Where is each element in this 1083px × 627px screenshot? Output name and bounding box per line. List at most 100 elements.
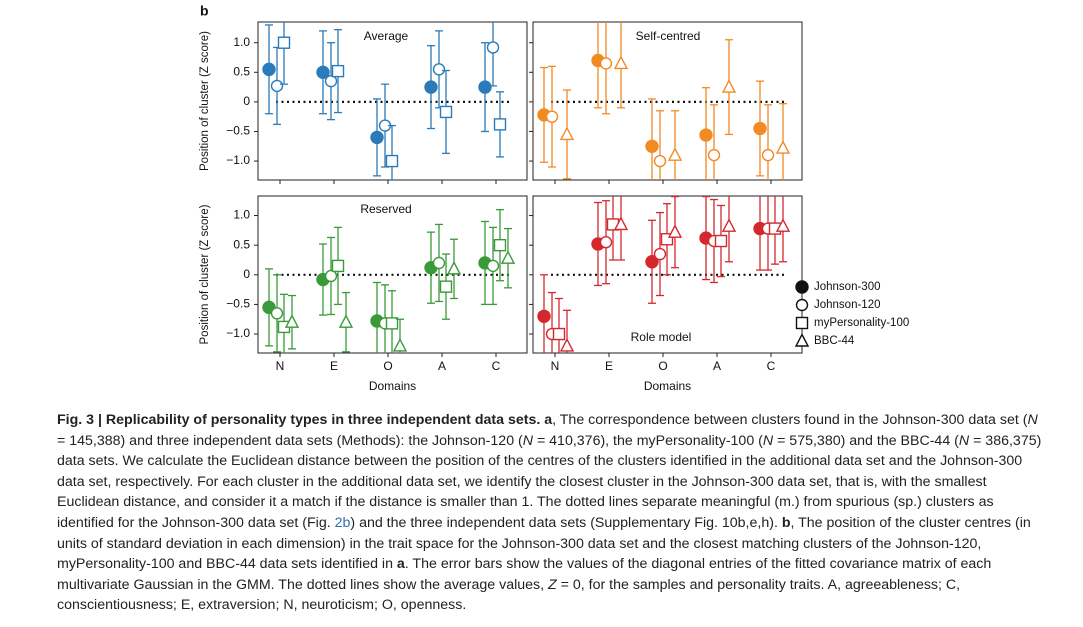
y-tick-label: 0: [243, 267, 250, 281]
marker: [795, 280, 809, 294]
legend-label: myPersonality-100: [814, 317, 909, 329]
caption-run: . The error bars show the values of the …: [57, 556, 992, 593]
y-tick-label: 0.5: [233, 64, 250, 78]
caption-run: = 575,380) and the BBC-44 (: [773, 432, 959, 449]
caption-run: = 386,375) data sets. We calculate the E…: [57, 432, 1042, 531]
marker: [599, 57, 613, 70]
marker: [439, 280, 453, 293]
caption-run: Z: [548, 576, 557, 593]
marker: [613, 55, 629, 70]
caption-run: = 410,376), the myPersonality-100 (: [533, 432, 763, 449]
y-tick-label: 0: [243, 94, 250, 108]
marker: [552, 327, 566, 341]
marker: [277, 36, 291, 49]
marker: [707, 148, 721, 162]
marker: [794, 332, 810, 347]
marker: [424, 80, 438, 94]
marker: [432, 63, 446, 76]
caption-run: N: [762, 432, 774, 449]
marker: [721, 79, 737, 93]
marker: [537, 309, 551, 323]
marker: [331, 259, 345, 273]
marker: [324, 74, 338, 88]
x-axis-label: Domains: [644, 379, 691, 393]
panel-title: Reserved: [360, 202, 411, 216]
marker: [721, 218, 737, 232]
legend-label: Johnson-300: [814, 281, 881, 293]
marker: [599, 236, 613, 249]
marker: [446, 260, 462, 275]
marker: [645, 139, 659, 153]
x-tick-label: O: [383, 359, 392, 373]
marker: [795, 298, 809, 312]
marker: [486, 259, 500, 273]
marker: [385, 154, 399, 168]
caption-run: N: [958, 432, 970, 449]
y-axis-label: Position of cluster (Z score): [199, 204, 211, 344]
marker: [559, 337, 575, 352]
caption-run: = 0, for the samples and personality tra…: [57, 576, 961, 614]
legend-label: Johnson-120: [814, 299, 881, 311]
caption-run: ) and the three independent data sets (S…: [350, 514, 782, 531]
y-tick-label: −1.0: [226, 326, 250, 340]
data-layer: [262, 208, 516, 353]
y-tick-label: 0.5: [233, 237, 250, 251]
x-tick-label: A: [438, 359, 446, 373]
marker: [645, 255, 659, 269]
panel-title: Role model: [631, 330, 692, 344]
marker: [775, 218, 791, 232]
marker: [324, 269, 338, 283]
marker: [432, 256, 446, 270]
caption-run[interactable]: 2b: [334, 514, 351, 531]
caption-run: N: [1027, 412, 1038, 428]
x-tick-label: E: [330, 359, 338, 373]
x-tick-label: C: [767, 359, 776, 373]
caption-run: , The correspondence between clusters fo…: [552, 412, 1028, 428]
marker: [761, 148, 775, 162]
marker: [439, 105, 453, 119]
figure: b −1.0 −0.5 0 0.5 1.0 Position of cluster (Z …: [199, 3, 909, 393]
caption-run: b: [781, 514, 791, 531]
marker: [545, 110, 559, 123]
plot-frame: [532, 21, 803, 181]
marker: [795, 316, 809, 330]
marker: [500, 250, 516, 264]
y-tick-label: −0.5: [226, 297, 250, 311]
marker: [653, 247, 667, 261]
caption-run: a: [396, 556, 405, 573]
data-layer: [537, 22, 791, 180]
marker: [775, 140, 791, 154]
x-tick-label: N: [276, 359, 285, 373]
marker: [613, 216, 629, 231]
marker: [284, 314, 300, 328]
x-axis-label: Domains: [369, 379, 416, 393]
x-tick-label: O: [658, 359, 667, 373]
x-tick-label: A: [713, 359, 721, 373]
marker: [653, 154, 667, 168]
caption-run: Fig. 3 | Replicability of personality ty…: [57, 412, 553, 428]
marker: [559, 126, 575, 141]
y-tick-label: 1.0: [233, 208, 250, 222]
marker: [667, 147, 683, 161]
y-axis-label: Position of cluster (Z score): [199, 31, 211, 171]
marker: [699, 128, 713, 142]
marker: [338, 314, 354, 328]
marker: [262, 62, 276, 77]
marker: [316, 65, 330, 79]
y-tick-label: −0.5: [226, 124, 250, 138]
x-tick-label: E: [605, 359, 613, 373]
caption-run: , The position of the cluster centres (i…: [57, 514, 1031, 573]
y-tick-label: 1.0: [233, 35, 250, 49]
marker: [486, 41, 500, 54]
legend-label: BBC-44: [814, 335, 855, 347]
panel-label: b: [200, 3, 209, 19]
x-tick-label: N: [551, 359, 560, 373]
marker: [392, 337, 408, 352]
caption-run: = 145,388) and three independent data se…: [57, 432, 523, 449]
marker: [493, 118, 507, 131]
y-tick-label: −1.0: [226, 153, 250, 167]
marker: [493, 238, 507, 252]
caption: Fig. 3 | Replicability of personality ty…: [57, 410, 1042, 616]
marker: [667, 224, 683, 238]
